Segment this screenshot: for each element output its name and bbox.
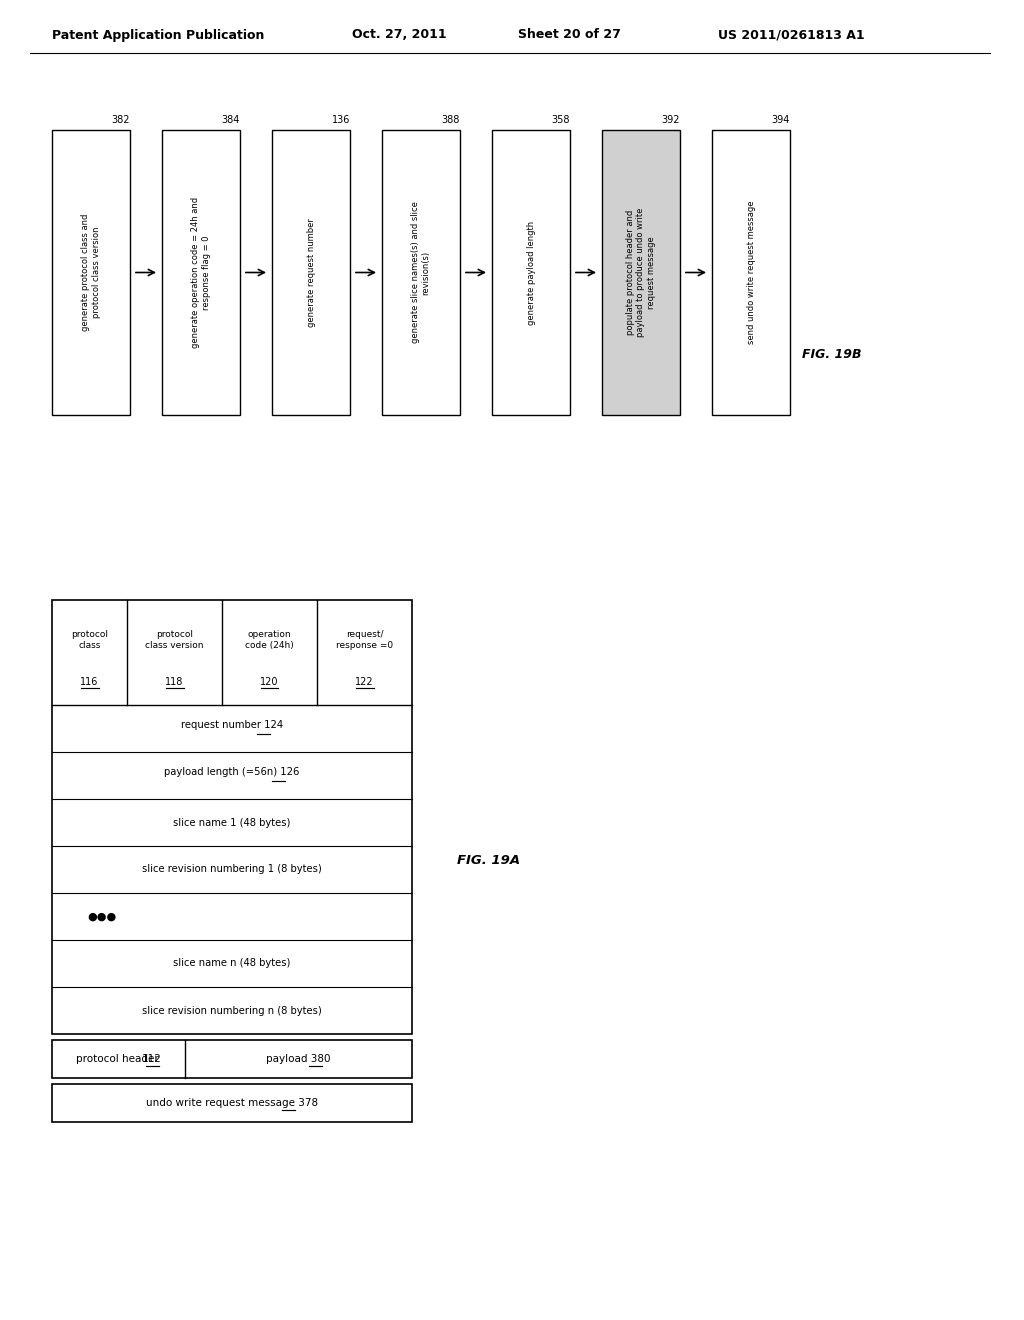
Text: generate request number: generate request number — [306, 218, 315, 327]
Text: protocol
class version: protocol class version — [145, 630, 204, 649]
Text: 116: 116 — [80, 677, 98, 686]
Bar — [272, 129, 350, 414]
Text: generate slice names(s) and slice
revision(s): generate slice names(s) and slice revisi… — [412, 202, 431, 343]
Bar — [52, 129, 130, 414]
Text: slice revision numbering n (8 bytes): slice revision numbering n (8 bytes) — [142, 1006, 322, 1015]
Text: 384: 384 — [221, 115, 240, 125]
Text: payload 380: payload 380 — [266, 1053, 331, 1064]
Text: generate protocol class and
protocol class version: generate protocol class and protocol cla… — [81, 214, 100, 331]
Bar — [52, 601, 412, 1034]
Text: populate protocol header and
payload to produce undo write
request message: populate protocol header and payload to … — [626, 207, 656, 337]
Text: slice revision numbering 1 (8 bytes): slice revision numbering 1 (8 bytes) — [142, 865, 322, 874]
Text: Patent Application Publication: Patent Application Publication — [52, 29, 264, 41]
Bar — [492, 129, 570, 414]
Text: payload length (=56n) 126: payload length (=56n) 126 — [164, 767, 300, 777]
Text: send undo write request message: send undo write request message — [746, 201, 756, 345]
Text: slice name n (48 bytes): slice name n (48 bytes) — [173, 958, 291, 969]
Bar — [52, 1040, 412, 1078]
Text: 358: 358 — [552, 115, 570, 125]
Text: 120: 120 — [260, 677, 279, 686]
Text: generate operation code = 24h and
response flag = 0: generate operation code = 24h and respon… — [191, 197, 211, 348]
Text: Sheet 20 of 27: Sheet 20 of 27 — [518, 29, 621, 41]
Text: slice name 1 (48 bytes): slice name 1 (48 bytes) — [173, 817, 291, 828]
Text: request/
response =0: request/ response =0 — [336, 630, 393, 649]
Text: undo write request message 378: undo write request message 378 — [146, 1098, 318, 1107]
Text: request number 124: request number 124 — [181, 721, 283, 730]
Bar — [162, 129, 240, 414]
Text: protocol
class: protocol class — [71, 630, 108, 649]
Text: 388: 388 — [441, 115, 460, 125]
Text: 392: 392 — [662, 115, 680, 125]
Text: US 2011/0261813 A1: US 2011/0261813 A1 — [718, 29, 864, 41]
Text: 382: 382 — [112, 115, 130, 125]
Bar — [52, 1084, 412, 1122]
Bar — [712, 129, 790, 414]
Text: protocol header: protocol header — [76, 1053, 162, 1064]
Bar — [382, 129, 460, 414]
Bar — [602, 129, 680, 414]
Text: 394: 394 — [772, 115, 790, 125]
Text: 136: 136 — [332, 115, 350, 125]
Text: FIG. 19A: FIG. 19A — [457, 854, 520, 867]
Text: FIG. 19B: FIG. 19B — [802, 348, 861, 362]
Text: ●●●: ●●● — [87, 912, 117, 921]
Text: Oct. 27, 2011: Oct. 27, 2011 — [352, 29, 446, 41]
Text: generate payload length: generate payload length — [526, 220, 536, 325]
Text: 122: 122 — [355, 677, 374, 686]
Text: 118: 118 — [165, 677, 183, 686]
Text: operation
code (24h): operation code (24h) — [245, 630, 294, 649]
Text: 112: 112 — [142, 1053, 162, 1064]
